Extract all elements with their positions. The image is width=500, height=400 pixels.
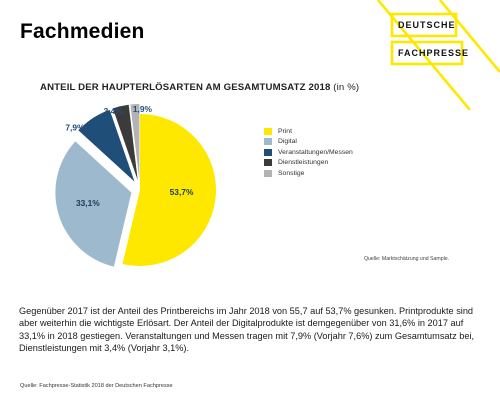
pie-slice-digital [55, 141, 132, 267]
chart-source: Quelle: Marktschätzung und Sample. [364, 256, 450, 262]
legend-swatch [264, 169, 272, 177]
chart-title-text: ANTEIL DER HAUPTERLÖSARTEN AM GESAMTUMSA… [40, 82, 331, 93]
pie-slice-sonstige [130, 104, 140, 181]
logo-line-right [439, 0, 500, 73]
chart-title: ANTEIL DER HAUPTERLÖSARTEN AM GESAMTUMSA… [40, 82, 359, 93]
chart-legend: Print Digital Veranstaltungen/Messen Dienst… [264, 126, 353, 179]
pie-chart: 53,7% 33,1% 7,9% 3,4% 1,9% [55, 104, 217, 267]
legend-item-print: Print [264, 126, 353, 137]
pie-label-dienstleistungen: 3,4% [104, 106, 124, 116]
legend-swatch [264, 138, 272, 146]
logo-text-deutsche: DEUTSCHE [398, 20, 456, 30]
legend-swatch [264, 159, 272, 167]
body-text: Gegenüber 2017 ist der Anteil des Printb… [19, 306, 475, 354]
legend-label: Veranstaltungen/Messen [278, 148, 353, 156]
legend-label: Digital [278, 138, 297, 146]
pie-label-print: 53,7% [170, 187, 194, 197]
page-title: Fachmedien [20, 20, 145, 43]
legend-label: Print [278, 127, 292, 135]
legend-item-sonstige: Sonstige [264, 168, 353, 179]
page-source: Quelle: Fachpresse-Statistik 2018 der De… [20, 383, 173, 389]
legend-item-dienstleistungen: Dienstleistungen [264, 158, 353, 169]
pie-slice-veranstaltungen-messen [78, 109, 135, 182]
pie-slice-dienstleistungen [112, 104, 138, 181]
legend-swatch [264, 148, 272, 156]
pie-label-sonstige: 1,9% [133, 104, 153, 114]
chart-title-unit: (in %) [333, 82, 360, 93]
pie-slice-print [122, 114, 217, 266]
legend-item-digital: Digital [264, 137, 353, 148]
legend-label: Sonstige [278, 169, 305, 177]
legend-label: Dienstleistungen [278, 159, 329, 167]
legend-item-veranstaltungen-messen: Veranstaltungen/Messen [264, 147, 353, 158]
pie-label-digital: 33,1% [76, 198, 100, 208]
legend-swatch [264, 127, 272, 135]
logo-text-fachpresse: FACHPRESSE [398, 48, 470, 58]
pie-label-veranstaltungen-messen: 7,9% [65, 122, 85, 132]
